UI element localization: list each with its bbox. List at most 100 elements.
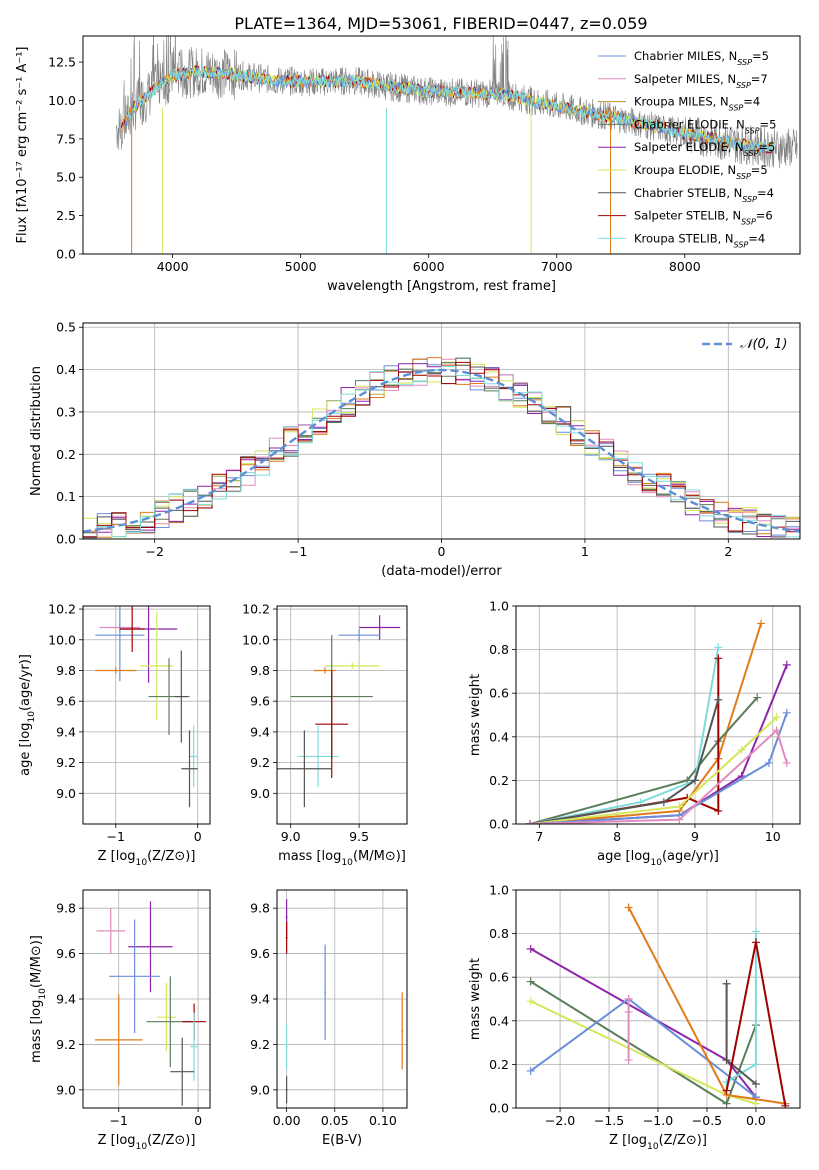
y-tick-label: 10.0 <box>242 632 270 647</box>
label-part: (M/M⊙)] <box>353 849 406 864</box>
legend-value: =5 <box>758 140 775 154</box>
mass-weight-marker <box>526 944 535 953</box>
legend-entry: 𝒩(0, 1) <box>740 337 787 352</box>
mass-weight-marker <box>526 1066 535 1075</box>
label-subscript: 10 <box>38 988 48 1000</box>
mass-weight-marker <box>753 693 762 702</box>
axes-frame <box>276 605 408 825</box>
y-tick-label: 0.2 <box>489 1057 509 1072</box>
y-tick-label: 0.3 <box>56 404 76 419</box>
y-tick-label: 0.1 <box>56 489 76 504</box>
mass-weight-marker <box>526 820 535 824</box>
age-metallicity-panel: −1 09.09.29.49.69.810.010.2Z [log10(Z/Z⊙)… <box>18 602 211 868</box>
mass-metallicity-panel: −1 09.09.29.49.69.8Z [log10(Z/Z⊙)]mass [l… <box>29 889 211 1152</box>
mass-weight-marker <box>782 660 791 669</box>
x-tick-label: 9.0 <box>281 829 301 844</box>
y-tick-label: 10.2 <box>242 602 270 617</box>
legend-subscript: SSP <box>736 172 751 181</box>
y-axis-label: mass weight <box>468 958 483 1040</box>
x-axis-label: Z [log10(Z/Z⊙)] <box>98 1133 196 1152</box>
y-axis-label: mass [log10(M/M⊙)] <box>29 935 48 1063</box>
legend-value: =7 <box>751 72 768 86</box>
y-tick-label: 0.8 <box>489 642 509 657</box>
mass-weight-marker <box>714 643 723 652</box>
mass-weight-marker <box>624 903 633 912</box>
gaussian-curve <box>83 368 800 533</box>
legend-entry: Chabrier STELIB, NSSP=4 <box>634 186 774 204</box>
label-subscript: 10 <box>341 858 353 868</box>
x-tick-label: 7000 <box>541 259 573 274</box>
label-subscript: 10 <box>650 858 662 868</box>
label-part: mass weight <box>468 674 483 756</box>
mass-weight-marker <box>659 798 668 807</box>
y-tick-label: 0.0 <box>489 1101 509 1116</box>
label-part: log <box>631 849 651 864</box>
x-tick-label: 1 <box>581 544 589 559</box>
x-tick-label: 5000 <box>285 259 317 274</box>
mass-weight-marker <box>722 1086 731 1095</box>
label-part: mass weight <box>468 958 483 1040</box>
legend-text: Kroupa MILES, N <box>634 95 729 109</box>
y-tick-label: 0.5 <box>56 320 76 335</box>
x-tick-label: −1.5 <box>594 1113 624 1128</box>
mass-weight-line <box>529 716 778 824</box>
y-tick-label: 0.0 <box>56 532 76 547</box>
plot-area <box>116 36 798 254</box>
plot-area <box>277 615 401 808</box>
x-axis-label: Z [log10(Z/Z⊙)] <box>98 849 196 868</box>
legend-entry: Kroupa ELODIE, NSSP=5 <box>634 163 768 181</box>
x-tick-label: −1.0 <box>643 1113 673 1128</box>
mass-weight-line <box>529 647 720 824</box>
mass-weight-marker <box>624 1056 633 1065</box>
mass-weight-marker <box>751 1060 760 1069</box>
mass-weight-marker <box>526 977 535 986</box>
x-tick-label: 9 <box>691 829 699 844</box>
legend-subscript: SSP <box>744 149 759 158</box>
label-part: Z [ <box>609 1133 627 1148</box>
mass-weight-marker <box>714 806 723 815</box>
weight-metallicity-panel: −2.0 −1.5 −1.0 −0.5 0.0 0.0 0.2 0.4 0.6 0.8 1.0 Z [… <box>468 883 801 1152</box>
mass-weight-line <box>529 728 788 824</box>
legend-entry: Kroupa MILES, NSSP=4 <box>634 95 760 113</box>
y-tick-label: 9.2 <box>56 755 76 770</box>
label-part: (M/M⊙)] <box>29 935 44 988</box>
legend-text: Chabrier MILES, N <box>634 49 737 63</box>
y-tick-label: 9.4 <box>250 724 270 739</box>
label-part: Normed distribution <box>29 366 44 496</box>
label-part: (age/yr)] <box>18 654 33 711</box>
y-axis-label: age [log10(age/yr)] <box>18 654 37 776</box>
mass-weight-marker <box>675 802 684 811</box>
label-part: log <box>116 1133 136 1148</box>
mass-weight-line <box>529 699 720 824</box>
x-tick-label: 4000 <box>157 259 189 274</box>
histogram-step-line <box>83 361 800 538</box>
x-tick-label: −0.5 <box>692 1113 722 1128</box>
legend-value: =5 <box>752 49 769 63</box>
y-tick-label: 9.6 <box>250 694 270 709</box>
mass-weight-marker <box>690 776 699 785</box>
legend-subscript: SSP <box>736 80 751 89</box>
histogram-panel: −2 −1 0 1 2 0.0 0.1 0.2 0.3 0.4 0.5 (data-model)/er… <box>29 320 801 579</box>
mass-weight-marker <box>675 815 684 824</box>
x-tick-label: 6000 <box>413 259 445 274</box>
plot-area <box>285 899 404 1104</box>
y-tick-label: 9.6 <box>56 694 76 709</box>
label-part: age [ <box>18 742 33 775</box>
y-tick-label: 1.0 <box>489 883 509 898</box>
y-tick-label: 9.4 <box>56 724 76 739</box>
mass-weight-marker <box>714 654 723 663</box>
y-tick-label: 9.6 <box>250 946 270 961</box>
spectrum-model-line <box>126 65 775 154</box>
legend-entry: Salpeter ELODIE, NSSP=5 <box>634 140 775 158</box>
y-tick-label: 7.5 <box>56 131 76 146</box>
x-tick-label: −1 <box>107 829 125 844</box>
mass-weight-marker <box>781 1101 790 1108</box>
y-tick-label: 9.2 <box>56 1037 76 1052</box>
mass-weight-line <box>529 696 758 824</box>
legend-subscript: SSP <box>741 217 756 226</box>
label-subscript: 10 <box>647 1142 659 1152</box>
x-tick-label: −1 <box>110 1113 128 1128</box>
label-part: (age/yr)] <box>662 849 719 864</box>
legend-value: =4 <box>748 231 765 245</box>
